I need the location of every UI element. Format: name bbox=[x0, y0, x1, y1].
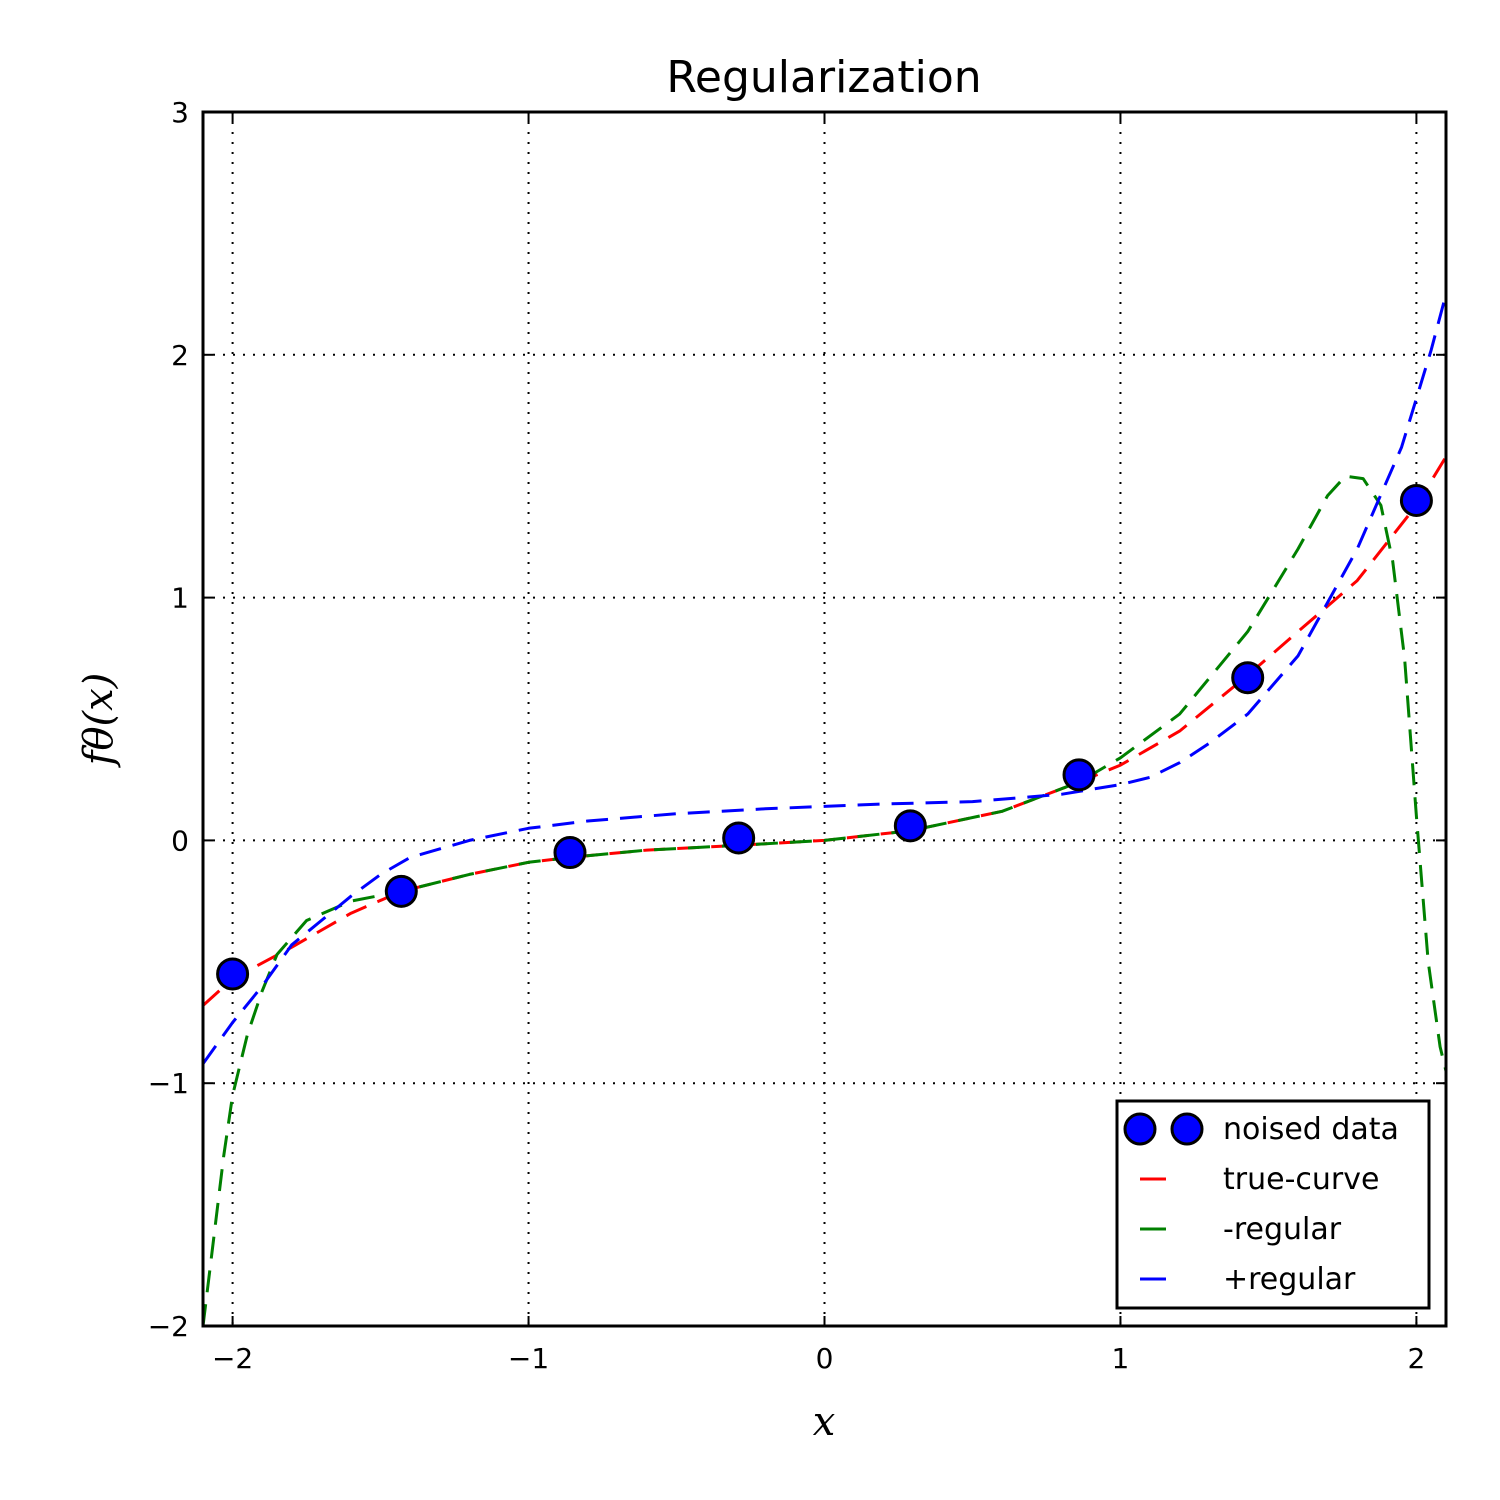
legend-label: noised data bbox=[1223, 1112, 1399, 1147]
x-tick-label: −2 bbox=[212, 1342, 253, 1375]
points-layer bbox=[216, 483, 1433, 991]
x-axis-label: x bbox=[813, 1399, 836, 1445]
y-tick-label: 1 bbox=[171, 582, 189, 615]
x-tick-label: −1 bbox=[508, 1342, 549, 1375]
legend-box bbox=[1115, 1099, 1431, 1310]
series-line-regular bbox=[203, 293, 1446, 1065]
data-point bbox=[1062, 758, 1096, 792]
data-point bbox=[553, 836, 587, 870]
x-tick-label: 0 bbox=[816, 1342, 834, 1375]
data-point bbox=[722, 821, 756, 855]
chart-title: Regularization bbox=[666, 52, 981, 103]
y-tick-label: −2 bbox=[148, 1310, 189, 1343]
y-tick-label: −1 bbox=[148, 1067, 189, 1100]
y-axis-label: fθ(x) bbox=[76, 673, 122, 769]
legend-label: +regular bbox=[1223, 1262, 1356, 1297]
y-tick-label: 3 bbox=[171, 96, 189, 129]
legend-label: true-curve bbox=[1223, 1162, 1379, 1197]
data-point bbox=[384, 874, 418, 908]
data-point bbox=[893, 809, 927, 843]
data-point bbox=[1399, 483, 1433, 517]
legend-marker bbox=[1170, 1112, 1204, 1146]
data-point bbox=[1231, 661, 1265, 695]
y-tick-label: 0 bbox=[171, 824, 189, 857]
legend-marker bbox=[1123, 1112, 1157, 1146]
legend-label: -regular bbox=[1223, 1212, 1342, 1247]
x-tick-label: 1 bbox=[1112, 1342, 1130, 1375]
x-tick-label: 2 bbox=[1407, 1342, 1425, 1375]
legend: noised data true-curve -regular +regular bbox=[1115, 1099, 1431, 1310]
ticks: −2 −1 0 1 2 −2 −1 0 1 2 3 bbox=[148, 96, 1446, 1375]
y-tick-label: 2 bbox=[171, 339, 189, 372]
data-point bbox=[216, 957, 250, 991]
